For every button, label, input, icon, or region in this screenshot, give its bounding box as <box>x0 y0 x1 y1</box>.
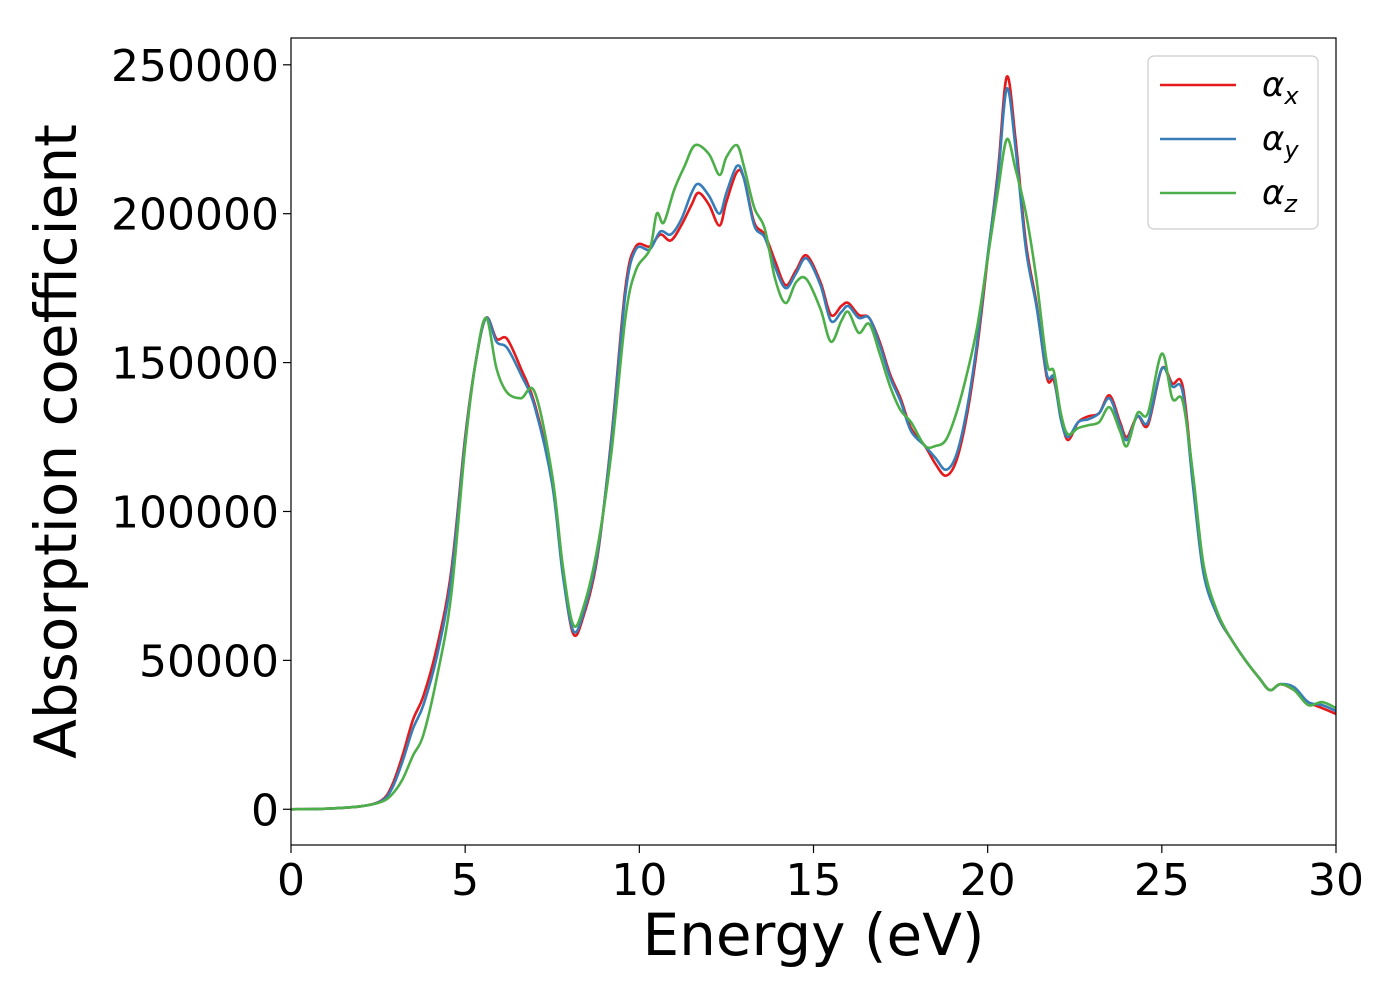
legend-label-z: αz <box>1262 173 1298 218</box>
y-tick-label: 0 <box>251 785 279 836</box>
x-tick-label: 20 <box>960 855 1016 906</box>
x-tick-label: 15 <box>786 855 842 906</box>
x-axis: 0 5 10 15 20 25 30 <box>277 845 1364 906</box>
series-line-x <box>290 75 1337 811</box>
legend-box <box>1147 55 1319 230</box>
legend-label-y: αy <box>1262 119 1299 164</box>
series-layer <box>290 75 1337 811</box>
y-tick-label: 150000 <box>111 339 279 390</box>
y-axis-label: Absorption coefficient <box>22 124 90 759</box>
y-tick-label: 100000 <box>111 487 279 538</box>
x-axis-label: Energy (eV) <box>642 901 984 969</box>
y-tick-label: 50000 <box>139 636 279 687</box>
series-line-z <box>290 137 1337 811</box>
legend: αx αy αz <box>1147 55 1319 230</box>
y-tick-label: 250000 <box>111 41 279 92</box>
x-tick-label: 0 <box>277 855 305 906</box>
legend-label-x: αx <box>1262 65 1299 110</box>
x-tick-label: 25 <box>1134 855 1190 906</box>
x-tick-label: 30 <box>1308 855 1364 906</box>
series-line-y <box>290 87 1337 811</box>
y-axis: 0 50000 100000 150000 200000 250000 <box>111 41 291 836</box>
y-tick-label: 200000 <box>111 190 279 241</box>
x-tick-label: 10 <box>611 855 667 906</box>
x-tick-label: 5 <box>451 855 479 906</box>
